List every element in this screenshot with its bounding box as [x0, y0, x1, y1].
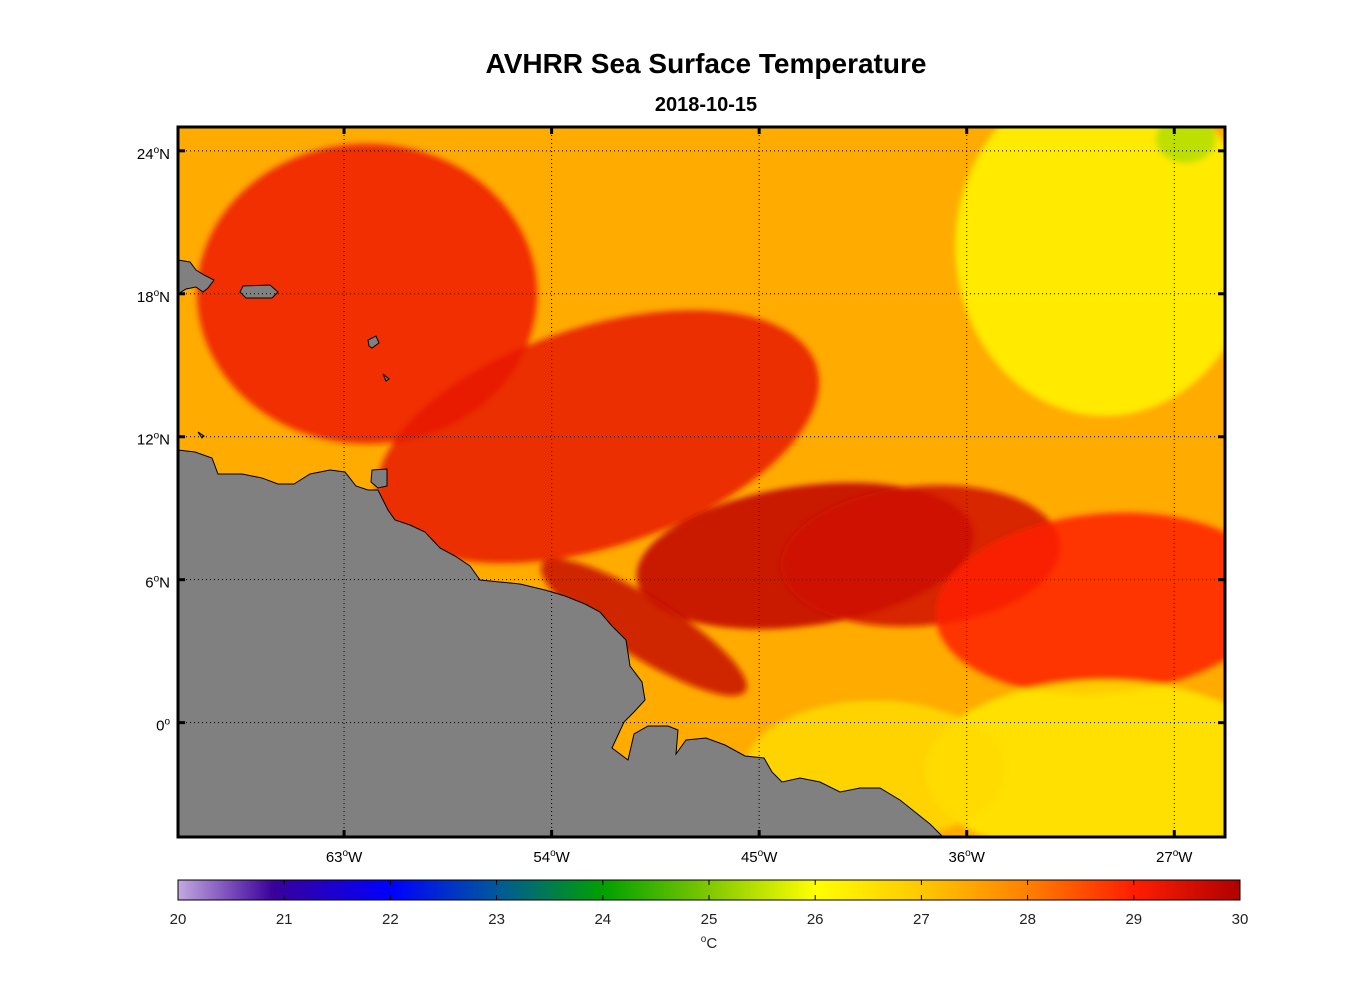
sst-feature	[1155, 127, 1216, 163]
colorbar-tick-label: 21	[276, 911, 293, 928]
land-hispaniola	[178, 259, 215, 295]
colorbar-tick-label: 23	[488, 911, 505, 928]
colorbar-tick-label: 25	[701, 911, 718, 928]
lon-tick-label: 54oW	[533, 848, 570, 866]
sst-feature	[197, 143, 538, 444]
lat-tick-label: 12oN	[137, 431, 170, 449]
colorbar-tick-label: 22	[382, 911, 399, 928]
land-martinique	[382, 373, 390, 382]
map-subtitle: 2018-10-15	[654, 94, 758, 116]
colorbar-tick-label: 27	[913, 911, 930, 928]
axis-ticks: 24oN 18oN 12oN 6oN 0o 63oW 54oW 45oW 36oW 27oW	[137, 127, 1225, 866]
graticule	[178, 127, 1225, 837]
sst-feature	[540, 558, 747, 696]
colorbar-tick-label: 28	[1019, 911, 1036, 928]
colorbar-tick-label: 26	[807, 911, 824, 928]
map-frame	[176, 125, 1227, 839]
sst-feature	[955, 127, 1225, 417]
sst-feature	[935, 512, 1225, 695]
land-puerto-rico	[239, 284, 279, 299]
map-title: AVHRR Sea Surface Temperature	[485, 48, 927, 79]
lon-tick-label: 27oW	[1156, 848, 1193, 866]
colorbar-unit-label: oC	[701, 934, 718, 952]
land-guadeloupe	[367, 335, 380, 349]
colorbar: 20 21 22 23 24 25 26 27 28 29 30 oC	[170, 879, 1249, 952]
lat-tick-label: 0o	[156, 717, 170, 735]
land-layer	[178, 259, 944, 837]
sst-feature	[376, 310, 820, 564]
colorbar-tick-label: 20	[170, 911, 187, 928]
colorbar-tick-label: 29	[1125, 911, 1142, 928]
land-trinidad	[370, 468, 388, 489]
land-south-america	[178, 449, 944, 837]
sst-feature	[925, 680, 1225, 837]
lon-tick-label: 45oW	[741, 848, 778, 866]
colorbar-tick-label: 24	[594, 911, 611, 928]
lat-tick-label: 24oN	[137, 145, 170, 163]
lon-tick-label: 63oW	[326, 848, 363, 866]
lat-tick-label: 6oN	[145, 574, 170, 592]
lat-tick-label: 18oN	[137, 288, 170, 306]
lon-tick-label: 36oW	[948, 848, 985, 866]
colorbar-tick-label: 30	[1232, 911, 1249, 928]
